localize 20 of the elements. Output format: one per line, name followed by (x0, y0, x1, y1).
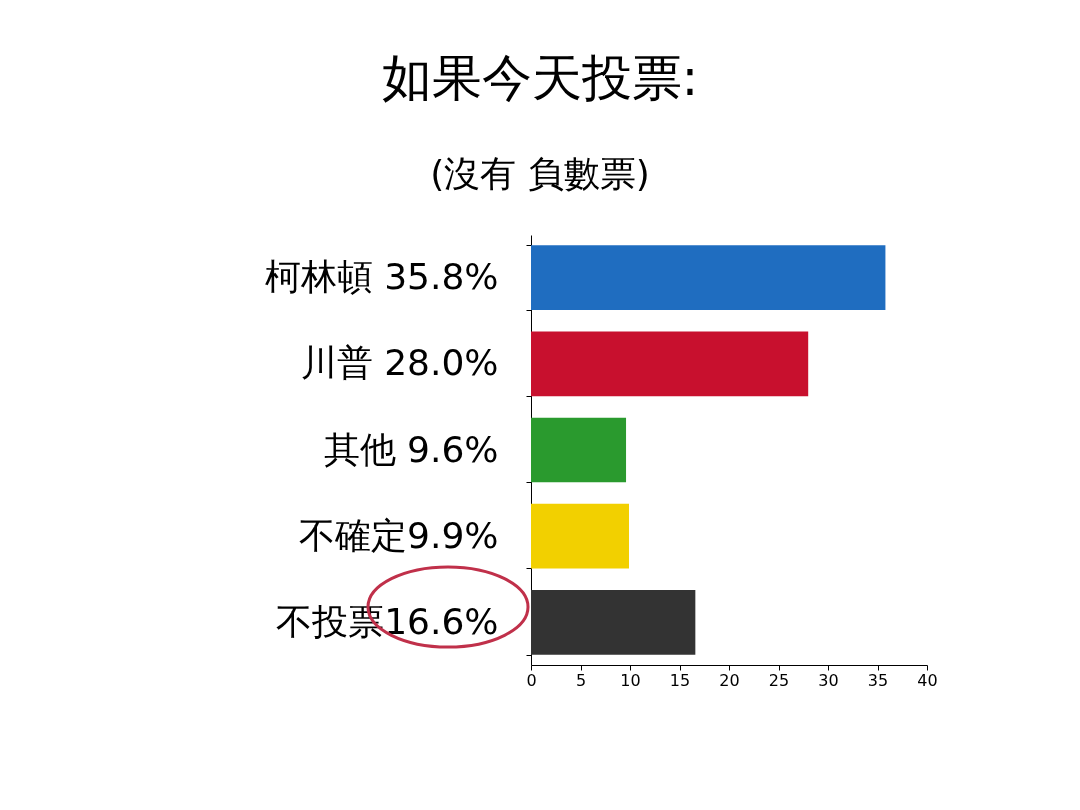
y-tick-label: 不確定9.9% (299, 514, 499, 556)
bar (531, 245, 886, 310)
x-tick-label: 10 (620, 670, 641, 690)
chart-subtitle: (沒有 負數票) (429, 152, 651, 196)
y-tick-label: 川普 28.0% (300, 342, 499, 384)
y-tick-label: 柯林頓 35.8% (264, 256, 499, 298)
x-tick-label: 15 (669, 670, 691, 690)
x-tick-label: 20 (719, 670, 740, 690)
bar (531, 331, 809, 397)
x-tick-label: 30 (818, 670, 839, 690)
x-tick-label: 40 (917, 670, 938, 690)
bar (531, 417, 627, 483)
x-tick-label: 25 (768, 670, 790, 690)
bar (531, 503, 630, 569)
x-tick-label: 5 (575, 670, 587, 690)
chart-title: 如果今天投票: (380, 48, 700, 109)
y-tick-label: 其他 9.6% (323, 428, 499, 470)
x-tick-label: 35 (867, 670, 889, 690)
x-tick-label: 0 (526, 670, 537, 690)
bar (531, 590, 696, 655)
